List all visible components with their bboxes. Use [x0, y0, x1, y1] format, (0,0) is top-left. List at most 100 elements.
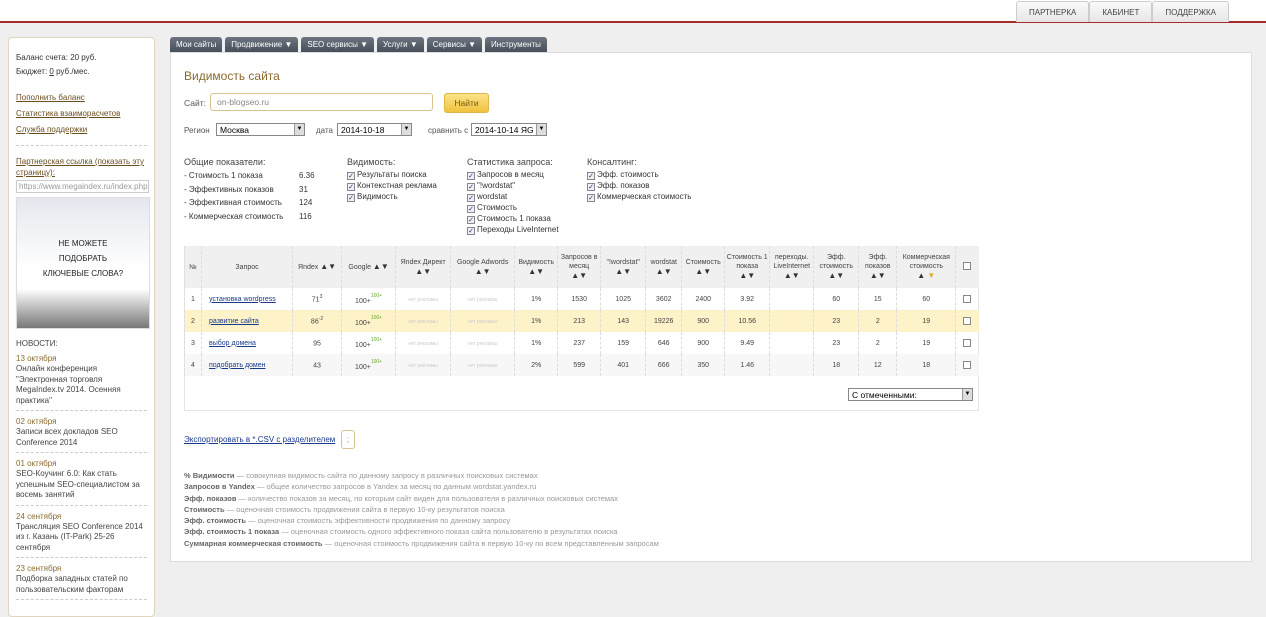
checkbox-checked-icon[interactable]: ✓ — [347, 172, 355, 180]
news-text[interactable]: Трансляция SEO Conference 2014 из г. Каз… — [16, 521, 143, 552]
column-header[interactable]: Яndex Директ ▲▼ — [395, 246, 451, 288]
column-header[interactable]: Google ▲▼ — [341, 246, 396, 288]
checkbox-icon[interactable] — [962, 262, 971, 270]
budget-link[interactable]: 0 — [49, 67, 54, 76]
support-link[interactable]: Служба поддержки — [16, 125, 88, 134]
row-checkbox[interactable] — [955, 354, 979, 376]
sort-arrows-icon[interactable]: ▲▼ — [474, 266, 491, 276]
topup-link[interactable]: Пополнить баланс — [16, 93, 85, 102]
option-checkbox[interactable]: ✓ "!wordstat" — [467, 180, 559, 191]
tab-services[interactable]: Сервисы ▼ — [426, 37, 483, 52]
checkbox-checked-icon[interactable]: ✓ — [587, 183, 595, 191]
checkbox-checked-icon[interactable]: ✓ — [467, 194, 475, 202]
tab-promotion[interactable]: Продвижение ▼ — [225, 37, 299, 52]
column-header[interactable]: Запросов в месяц ▲▼ — [557, 246, 601, 288]
option-checkbox[interactable]: ✓ Эфф. стоимость — [587, 169, 691, 180]
sort-arrows-icon[interactable]: ▲▼ — [415, 266, 432, 276]
sort-arrows-icon[interactable]: ▲ ▼ — [917, 271, 936, 280]
partner-url-input[interactable]: https://www.megaindex.ru/index.php — [16, 180, 149, 193]
option-checkbox[interactable]: ✓ Переходы LiveInternet — [467, 224, 559, 235]
sort-arrows-icon[interactable]: ▲▼ — [783, 271, 800, 280]
cell-q[interactable]: выбор домена — [200, 332, 293, 354]
tab-seo-services[interactable]: SEO сервисы ▼ — [301, 37, 374, 52]
column-header[interactable]: Видимость ▲▼ — [514, 246, 558, 288]
nav-partner[interactable]: ПАРТНЕРКА — [1015, 1, 1090, 22]
nav-support[interactable]: ПОДДЕРЖКА — [1152, 1, 1229, 22]
cell-q[interactable]: подобрать домен — [200, 354, 293, 376]
site-input[interactable]: on-blogseo.ru — [210, 93, 433, 111]
column-header[interactable]: Коммерческая стоимость ▲ ▼ — [896, 246, 956, 288]
column-header[interactable]: "!wordstat" ▲▼ — [600, 246, 646, 288]
option-checkbox[interactable]: ✓ Контекстная реклама — [347, 180, 437, 191]
column-header[interactable]: Эфф. стоимость ▲▼ — [813, 246, 859, 288]
bulk-action-select[interactable]: С отмеченными: ▼ — [848, 388, 973, 401]
news-item[interactable]: 23 сентября Подборка западных статей по п… — [16, 558, 147, 600]
option-checkbox[interactable]: ✓ Видимость — [347, 191, 437, 202]
sort-arrows-icon[interactable]: ▲▼ — [695, 266, 712, 276]
option-checkbox[interactable]: ✓ Коммерческая стоимость — [587, 191, 691, 202]
checkbox-icon[interactable] — [962, 316, 971, 325]
tab-my-sites[interactable]: Мои сайты — [170, 37, 223, 52]
partner-link[interactable]: Партнерская ссылка (показать эту страниц… — [16, 157, 145, 177]
separator-input[interactable]: ; — [341, 430, 355, 449]
sort-arrows-icon[interactable]: ▲▼ — [869, 271, 886, 280]
checkbox-checked-icon[interactable]: ✓ — [467, 183, 475, 191]
date-select[interactable]: 2014-10-18 ▼ — [337, 123, 412, 136]
news-item[interactable]: 24 сентября Трансляция SEO Conference 201… — [16, 506, 147, 558]
select-all-checkbox[interactable] — [955, 246, 979, 288]
news-item[interactable]: 13 октября Онлайн конференция "Электронна… — [16, 348, 147, 411]
column-header[interactable]: wordstat ▲▼ — [645, 246, 682, 288]
cell-q[interactable]: установка wordpress — [200, 288, 293, 310]
stats-link[interactable]: Статистика взаиморасчетов — [16, 109, 121, 118]
option-checkbox[interactable]: ✓ Стоимость — [467, 202, 559, 213]
option-checkbox[interactable]: ✓ Стоимость 1 показа — [467, 213, 559, 224]
nav-cabinet[interactable]: КАБИНЕТ — [1089, 1, 1153, 22]
option-checkbox[interactable]: ✓ Результаты поиска — [347, 169, 437, 180]
news-item[interactable]: 01 октября SEO-Коучинг 6.0: Как стать усп… — [16, 453, 147, 506]
checkbox-icon[interactable] — [962, 338, 971, 347]
checkbox-checked-icon[interactable]: ✓ — [467, 216, 475, 224]
column-header[interactable]: Стоимость ▲▼ — [681, 246, 725, 288]
news-item[interactable]: 02 октября Записи всех докладов SEO Confe… — [16, 411, 147, 453]
column-header[interactable]: переходы. LiveInternet ▲▼ — [769, 246, 814, 288]
column-header[interactable]: Яndex ▲▼ — [292, 246, 342, 288]
compare-select[interactable]: 2014-10-14 ЯG ▼ — [471, 123, 547, 136]
find-button[interactable]: Найти — [444, 93, 489, 113]
column-header[interactable]: Стоимость 1 показа ▲▼ — [724, 246, 770, 288]
option-checkbox[interactable]: ✓ Запросов в месяц — [467, 169, 559, 180]
checkbox-checked-icon[interactable]: ✓ — [467, 227, 475, 235]
checkbox-checked-icon[interactable]: ✓ — [587, 172, 595, 180]
option-checkbox[interactable]: ✓ Эфф. показов — [587, 180, 691, 191]
checkbox-checked-icon[interactable]: ✓ — [587, 194, 595, 202]
sort-arrows-icon[interactable]: ▲▼ — [571, 271, 588, 280]
news-text[interactable]: SEO-Коучинг 6.0: Как стать успешным SEO-… — [16, 469, 140, 499]
row-checkbox[interactable] — [955, 288, 979, 310]
checkbox-checked-icon[interactable]: ✓ — [467, 172, 475, 180]
news-text[interactable]: Записи всех докладов SEO Conference 2014 — [16, 427, 118, 447]
checkbox-checked-icon[interactable]: ✓ — [347, 183, 355, 191]
sort-arrows-icon[interactable]: ▲▼ — [739, 271, 756, 280]
tab-tools[interactable]: Инструменты — [485, 37, 547, 52]
news-text[interactable]: Подборка западных статей по пользователь… — [16, 574, 128, 594]
tab-services-paid[interactable]: Услуги ▼ — [377, 37, 424, 52]
sort-arrows-icon[interactable]: ▲▼ — [528, 266, 545, 276]
row-checkbox[interactable] — [955, 332, 979, 354]
sort-arrows-icon[interactable]: ▲▼ — [615, 266, 632, 276]
sort-arrows-icon[interactable]: ▲▼ — [655, 266, 672, 276]
checkbox-icon[interactable] — [962, 360, 971, 369]
region-select[interactable]: Москва ▼ — [216, 123, 305, 136]
news-text[interactable]: Онлайн конференция "Электронная торговля… — [16, 364, 121, 405]
column-header[interactable]: Эфф. показов ▲▼ — [858, 246, 897, 288]
sort-arrows-icon[interactable]: ▲▼ — [320, 262, 337, 271]
sort-arrows-icon[interactable]: ▲▼ — [828, 271, 845, 280]
sort-arrows-icon[interactable]: ▲▼ — [372, 262, 389, 271]
checkbox-icon[interactable] — [962, 294, 971, 303]
checkbox-checked-icon[interactable]: ✓ — [467, 205, 475, 213]
export-csv-link[interactable]: Экспортировать в *.CSV с разделителем — [184, 435, 336, 444]
row-checkbox[interactable] — [955, 310, 979, 332]
keywords-banner[interactable]: НЕ МОЖЕТЕ ПОДОБРАТЬ КЛЮЧЕВЫЕ СЛОВА? — [16, 197, 150, 329]
column-header[interactable]: Google Adwords ▲▼ — [450, 246, 515, 288]
cell-q[interactable]: развитие сайта — [200, 310, 293, 332]
option-checkbox[interactable]: ✓ wordstat — [467, 191, 559, 202]
checkbox-checked-icon[interactable]: ✓ — [347, 194, 355, 202]
